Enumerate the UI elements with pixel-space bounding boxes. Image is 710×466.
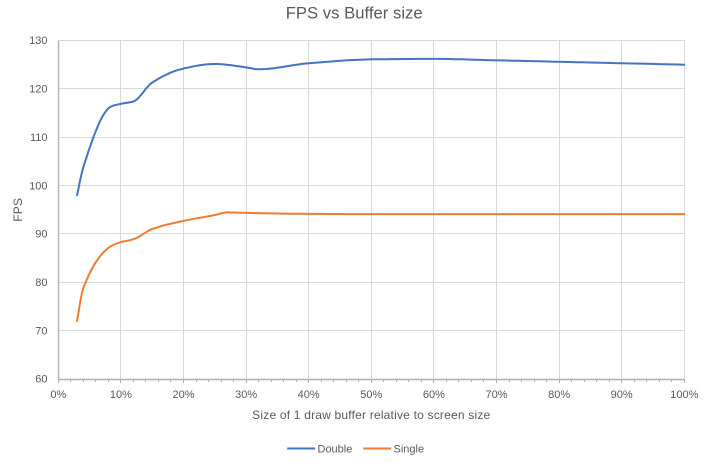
svg-text:90%: 90% [611,389,633,401]
svg-text:130: 130 [29,35,47,47]
svg-text:Single: Single [394,444,425,456]
svg-text:Double: Double [318,444,353,456]
svg-text:80%: 80% [548,389,570,401]
svg-text:60%: 60% [423,389,445,401]
svg-text:30%: 30% [235,389,257,401]
svg-text:0%: 0% [50,389,66,401]
svg-text:90: 90 [35,229,47,241]
svg-text:100: 100 [29,180,47,192]
svg-text:10%: 10% [110,389,132,401]
svg-text:70%: 70% [485,389,507,401]
svg-text:100%: 100% [670,389,698,401]
svg-text:40%: 40% [298,389,320,401]
svg-text:70: 70 [35,325,47,337]
svg-text:80: 80 [35,277,47,289]
svg-text:FPS: FPS [11,198,25,222]
svg-text:20%: 20% [172,389,194,401]
svg-text:Size of 1 draw buffer relative: Size of 1 draw buffer relative to screen… [252,408,490,422]
svg-text:50%: 50% [360,389,382,401]
svg-text:FPS vs Buffer size: FPS vs Buffer size [286,4,423,23]
svg-text:60: 60 [35,374,47,386]
svg-text:120: 120 [29,84,47,96]
svg-text:110: 110 [30,132,48,144]
